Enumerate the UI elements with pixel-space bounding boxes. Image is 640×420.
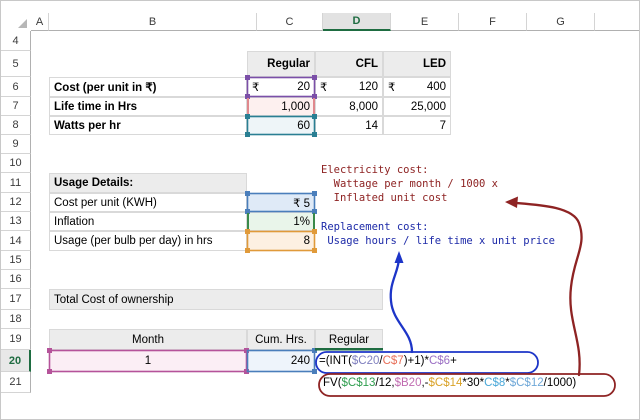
rupee-symbol-d6: ₹ (320, 82, 328, 94)
column-header-d[interactable]: D (323, 13, 391, 31)
row-header-19[interactable]: 19 (1, 329, 31, 350)
annotation-replacement-cost: Replacement cost: Usage hours / life tim… (321, 221, 555, 247)
label-life-time: Life time in Hrs (49, 97, 247, 116)
formula-token-1: $C20 (351, 355, 380, 367)
formula-token-0: FV( (323, 377, 342, 389)
ownership-title: Total Cost of ownership (49, 289, 383, 310)
select-all-corner[interactable] (1, 13, 31, 31)
formula-token-9: $C$12 (509, 377, 544, 389)
row-header-12[interactable]: 12 (1, 193, 31, 212)
formula-token-3: C$7 (382, 355, 404, 367)
row-header-8[interactable]: 8 (1, 116, 31, 135)
cell-c7[interactable]: 1,000 (247, 97, 315, 116)
value-d6: 120 (358, 81, 378, 93)
row-header-21[interactable]: 21 (1, 372, 31, 393)
cell-c13[interactable]: 1% (247, 212, 315, 231)
row-header-14[interactable]: 14 (1, 231, 31, 251)
label-inflation: Inflation (49, 212, 247, 231)
cell-d6[interactable]: ₹ 120 (315, 77, 383, 97)
formula-token-3: $B20 (394, 377, 422, 389)
formula-token-6: *30* (462, 377, 485, 389)
column-header-e[interactable]: E (391, 13, 459, 31)
annotation-electricity-cost: Electricity cost: Wattage per month / 10… (321, 164, 499, 204)
value-e6: 400 (426, 81, 446, 93)
column-header-g[interactable]: G (527, 13, 595, 31)
usage-details-title: Usage Details: (49, 173, 247, 193)
formula-token-0: =(INT( (319, 355, 352, 367)
cell-c20[interactable]: 240 (247, 350, 315, 372)
row-header-7[interactable]: 7 (1, 97, 31, 116)
blue-callout-arrow (389, 251, 414, 354)
cell-e6[interactable]: ₹ 400 (383, 77, 451, 97)
rupee-symbol-c6: ₹ (252, 82, 260, 94)
label-cost-per-unit: Cost (per unit in ₹) (49, 77, 247, 97)
column-header-h[interactable] (595, 13, 639, 31)
column-header-a[interactable]: A (31, 13, 49, 31)
formula-token-6: + (450, 355, 457, 367)
header-regular-total: Regular (315, 329, 383, 350)
cell-b20[interactable]: 1 (49, 350, 247, 372)
column-headers: A B C D E F G (1, 13, 639, 31)
row-header-11[interactable]: 11 (1, 173, 31, 193)
formula-token-5: $C$14 (428, 377, 463, 389)
formula-token-2: /12, (375, 377, 395, 389)
cell-c6[interactable]: ₹ 20 (247, 77, 315, 97)
row-header-20[interactable]: 20 (1, 350, 31, 372)
row-header-6[interactable]: 6 (1, 77, 31, 97)
column-header-c[interactable]: C (257, 13, 323, 31)
cell-d8[interactable]: 14 (315, 116, 383, 135)
column-header-b[interactable]: B (49, 13, 257, 31)
cell-d7[interactable]: 8,000 (315, 97, 383, 116)
label-usage-hours: Usage (per bulb per day) in hrs (49, 231, 247, 251)
formula-token-4: )+1)* (403, 355, 429, 367)
value-c6: 20 (297, 81, 310, 93)
row-header-4[interactable]: 4 (1, 31, 31, 51)
row-header-9[interactable]: 9 (1, 135, 31, 154)
cell-c8[interactable]: 60 (247, 116, 315, 135)
header-cum-hrs: Cum. Hrs. (247, 329, 315, 350)
column-header-f[interactable]: F (459, 13, 527, 31)
row-header-13[interactable]: 13 (1, 212, 31, 231)
cell-e8[interactable]: 7 (383, 116, 451, 135)
row-header-16[interactable]: 16 (1, 270, 31, 289)
label-watts-per-hr: Watts per hr (49, 116, 247, 135)
cell-c14[interactable]: 8 (247, 231, 315, 251)
cell-e7[interactable]: 25,000 (383, 97, 451, 116)
formula-token-1: $C$13 (341, 377, 376, 389)
formula-token-7: C$8 (484, 377, 506, 389)
formula-line-2[interactable]: FV($C$13/12,$B20,-$C$14*30*C$8*$C$12/100… (323, 377, 576, 389)
rupee-symbol-e6: ₹ (388, 82, 396, 94)
header-month: Month (49, 329, 247, 350)
formula-token-10: /1000) (543, 377, 577, 389)
header-led: LED (383, 51, 451, 77)
cell-c12[interactable]: ₹ 5 (247, 193, 315, 212)
header-cfl: CFL (315, 51, 383, 77)
header-regular: Regular (247, 51, 315, 77)
row-header-15[interactable]: 15 (1, 251, 31, 270)
formula-token-5: C$6 (428, 355, 451, 367)
formula-token-4: ,- (421, 377, 429, 389)
row-header-10[interactable]: 10 (1, 154, 31, 173)
row-header-18[interactable]: 18 (1, 310, 31, 329)
formula-line-1[interactable]: =(INT($C20/C$7)+1)*C$6+ (319, 355, 457, 367)
label-cost-per-kwh: Cost per unit (KWH) (49, 193, 247, 212)
row-header-17[interactable]: 17 (1, 289, 31, 310)
row-header-5[interactable]: 5 (1, 51, 31, 77)
